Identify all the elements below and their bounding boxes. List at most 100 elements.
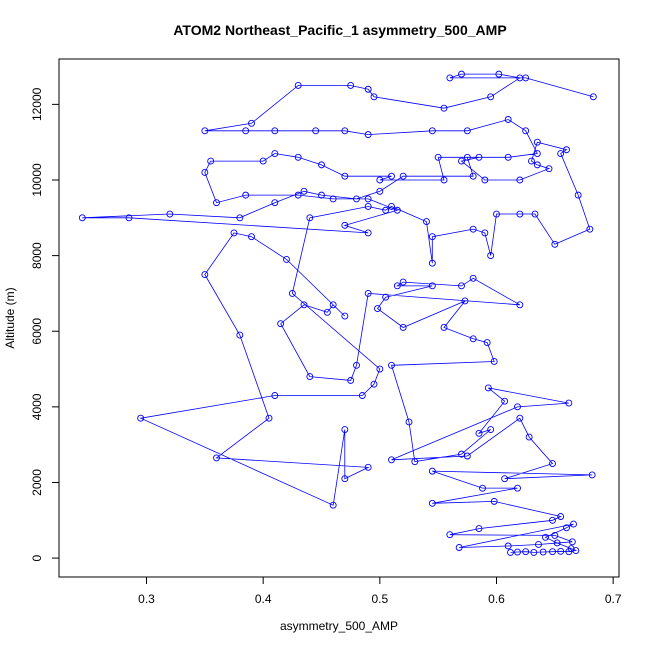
data-point [166, 210, 174, 218]
data-point [428, 499, 436, 507]
data-point [539, 548, 547, 556]
data-point [458, 282, 465, 290]
data-point [271, 392, 279, 399]
data-point [475, 153, 483, 161]
data-point [428, 259, 436, 267]
data-point [271, 127, 279, 135]
data-point [542, 533, 549, 541]
data-point [271, 199, 279, 207]
data-point [446, 74, 454, 82]
data-point [469, 335, 477, 343]
data-point [434, 153, 442, 161]
x-tick-label: 0.6 [488, 592, 505, 606]
data-point [490, 358, 498, 365]
data-point [271, 150, 279, 157]
data-point [516, 176, 524, 184]
data-point [399, 324, 407, 331]
data-point [405, 418, 413, 426]
data-point [469, 274, 477, 282]
data-point [533, 138, 541, 146]
data-point [288, 289, 296, 297]
data-point [318, 161, 325, 169]
data-point [329, 501, 337, 509]
y-axis-label: Altitude (m) [3, 287, 17, 348]
data-point [514, 484, 521, 492]
x-tick-label: 0.7 [605, 592, 622, 606]
data-point [341, 221, 349, 229]
data-point [388, 203, 395, 210]
data-point [588, 471, 596, 479]
data-point [568, 538, 576, 546]
data-point [487, 252, 495, 260]
data-point [463, 127, 471, 135]
data-point [469, 172, 477, 180]
data-point [248, 233, 255, 241]
data-point [567, 545, 575, 553]
data-point [530, 548, 538, 556]
x-tick-label: 0.3 [138, 592, 155, 606]
data-point [341, 172, 349, 180]
data-point [525, 433, 533, 441]
data-point [479, 484, 486, 492]
data-point [484, 384, 492, 392]
data-point [507, 548, 514, 556]
data-point [201, 127, 209, 135]
data-point [376, 187, 384, 195]
data-point [353, 361, 360, 369]
data-point [364, 203, 372, 210]
data-point [399, 278, 407, 286]
plot-frame [58, 58, 620, 578]
data-point [557, 513, 565, 520]
data-point [428, 282, 436, 290]
series-points [78, 70, 597, 556]
data-point [551, 531, 559, 539]
data-point [213, 454, 220, 462]
data-point [411, 458, 419, 466]
data-point [341, 475, 349, 483]
data-point [535, 541, 542, 548]
data-point [137, 414, 145, 422]
data-point [516, 210, 524, 218]
data-point [557, 150, 565, 157]
series-line [82, 73, 594, 553]
y-tick-label: 12000 [30, 87, 44, 121]
data-point [201, 168, 209, 176]
data-point [481, 229, 489, 237]
data-point [563, 524, 570, 532]
data-point [531, 210, 539, 218]
y-tick-label: 0 [30, 554, 44, 561]
data-point [341, 127, 349, 135]
data-point [428, 127, 436, 135]
data-point [458, 450, 465, 458]
data-point [358, 392, 366, 399]
data-point [382, 293, 390, 301]
data-point [294, 82, 302, 89]
x-tick-label: 0.5 [371, 592, 388, 606]
data-point [504, 116, 512, 123]
data-point [399, 172, 407, 180]
data-point [248, 119, 255, 127]
data-point [236, 331, 244, 339]
data-point [514, 548, 521, 556]
data-point [306, 214, 314, 222]
data-point [516, 414, 524, 422]
data-point [487, 426, 495, 433]
data-point [78, 214, 86, 222]
data-point [364, 131, 372, 139]
data-point [428, 467, 436, 475]
data-point [557, 547, 565, 555]
data-point [300, 301, 308, 309]
data-point [461, 297, 469, 305]
chart-title: ATOM2 Northeast_Pacific_1 asymmetry_500_… [173, 22, 506, 38]
data-point [300, 187, 308, 195]
data-point [570, 520, 577, 528]
data-point [549, 548, 556, 556]
data-point [563, 146, 570, 154]
data-point [487, 93, 495, 101]
data-point [318, 191, 325, 199]
data-point [423, 218, 430, 226]
data-point [501, 475, 509, 483]
data-point [341, 426, 349, 433]
data-point [475, 429, 483, 437]
